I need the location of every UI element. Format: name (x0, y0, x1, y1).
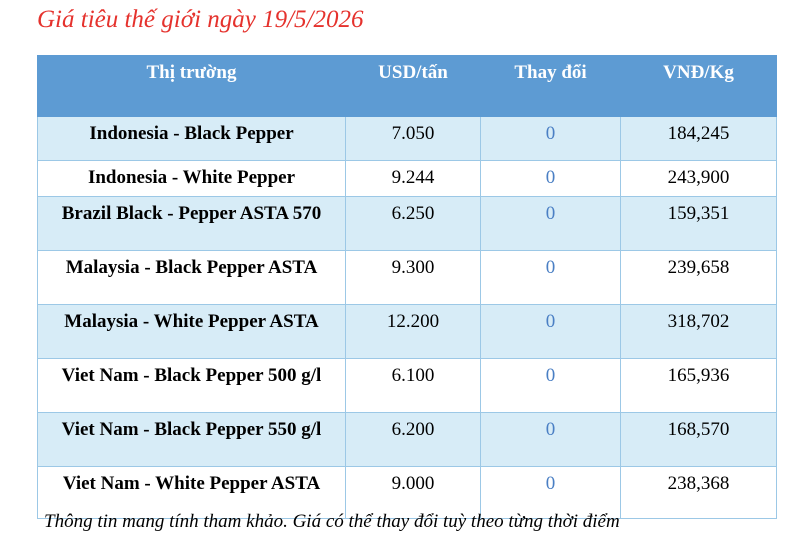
usd-cell: 12.200 (345, 304, 481, 359)
vnd-cell: 238,368 (620, 466, 777, 519)
market-cell: Malaysia - Black Pepper ASTA (37, 250, 346, 305)
table-row: Viet Nam - Black Pepper 500 g/l 6.100 0 165… (37, 358, 777, 413)
table-header: Thị trường USD/tấn Thay đổi VNĐ/Kg (37, 55, 777, 117)
header-cell: Thay đổi (480, 55, 621, 117)
market-cell: Malaysia - White Pepper ASTA (37, 304, 346, 359)
change-cell: 0 (480, 116, 621, 161)
price-table: Thị trường USD/tấn Thay đổi VNĐ/Kg Indonesi… (37, 55, 777, 519)
vnd-cell: 184,245 (620, 116, 777, 161)
usd-cell: 6.250 (345, 196, 481, 251)
change-cell: 0 (480, 358, 621, 413)
table-body: Indonesia - Black Pepper 7.050 0 184,245 Ind… (37, 116, 777, 519)
table-row: Indonesia - Black Pepper 7.050 0 184,245 (37, 116, 777, 161)
market-cell: Viet Nam - Black Pepper 550 g/l (37, 412, 346, 467)
change-cell: 0 (480, 250, 621, 305)
market-cell: Viet Nam - White Pepper ASTA (37, 466, 346, 519)
usd-cell: 9.000 (345, 466, 481, 519)
header-cell: Thị trường (37, 55, 346, 117)
vnd-cell: 165,936 (620, 358, 777, 413)
market-cell: Indonesia - Black Pepper (37, 116, 346, 161)
table-row: Brazil Black - Pepper ASTA 570 6.250 0 159,… (37, 196, 777, 251)
table-row: Viet Nam - White Pepper ASTA 9.000 0 238,36… (37, 466, 777, 519)
change-cell: 0 (480, 412, 621, 467)
usd-cell: 9.300 (345, 250, 481, 305)
vnd-cell: 239,658 (620, 250, 777, 305)
table-row: Malaysia - White Pepper ASTA 12.200 0 318,7… (37, 304, 777, 359)
header-cell: USD/tấn (345, 55, 481, 117)
market-cell: Brazil Black - Pepper ASTA 570 (37, 196, 346, 251)
table-row: Indonesia - White Pepper 9.244 0 243,900 (37, 160, 777, 197)
header-cell: VNĐ/Kg (620, 55, 777, 117)
change-cell: 0 (480, 304, 621, 359)
vnd-cell: 159,351 (620, 196, 777, 251)
usd-cell: 6.200 (345, 412, 481, 467)
vnd-cell: 168,570 (620, 412, 777, 467)
market-cell: Indonesia - White Pepper (37, 160, 346, 197)
usd-cell: 6.100 (345, 358, 481, 413)
change-cell: 0 (480, 196, 621, 251)
header-row: Thị trường USD/tấn Thay đổi VNĐ/Kg (37, 55, 777, 117)
vnd-cell: 243,900 (620, 160, 777, 197)
table-row: Viet Nam - Black Pepper 550 g/l 6.200 0 168… (37, 412, 777, 467)
change-cell: 0 (480, 160, 621, 197)
vnd-cell: 318,702 (620, 304, 777, 359)
usd-cell: 7.050 (345, 116, 481, 161)
usd-cell: 9.244 (345, 160, 481, 197)
market-cell: Viet Nam - Black Pepper 500 g/l (37, 358, 346, 413)
footnote: Thông tin mang tính tham khảo. Giá có th… (44, 511, 620, 532)
table-row: Malaysia - Black Pepper ASTA 9.300 0 239,65… (37, 250, 777, 305)
page-title: Giá tiêu thế giới ngày 19/5/2026 (37, 6, 364, 33)
